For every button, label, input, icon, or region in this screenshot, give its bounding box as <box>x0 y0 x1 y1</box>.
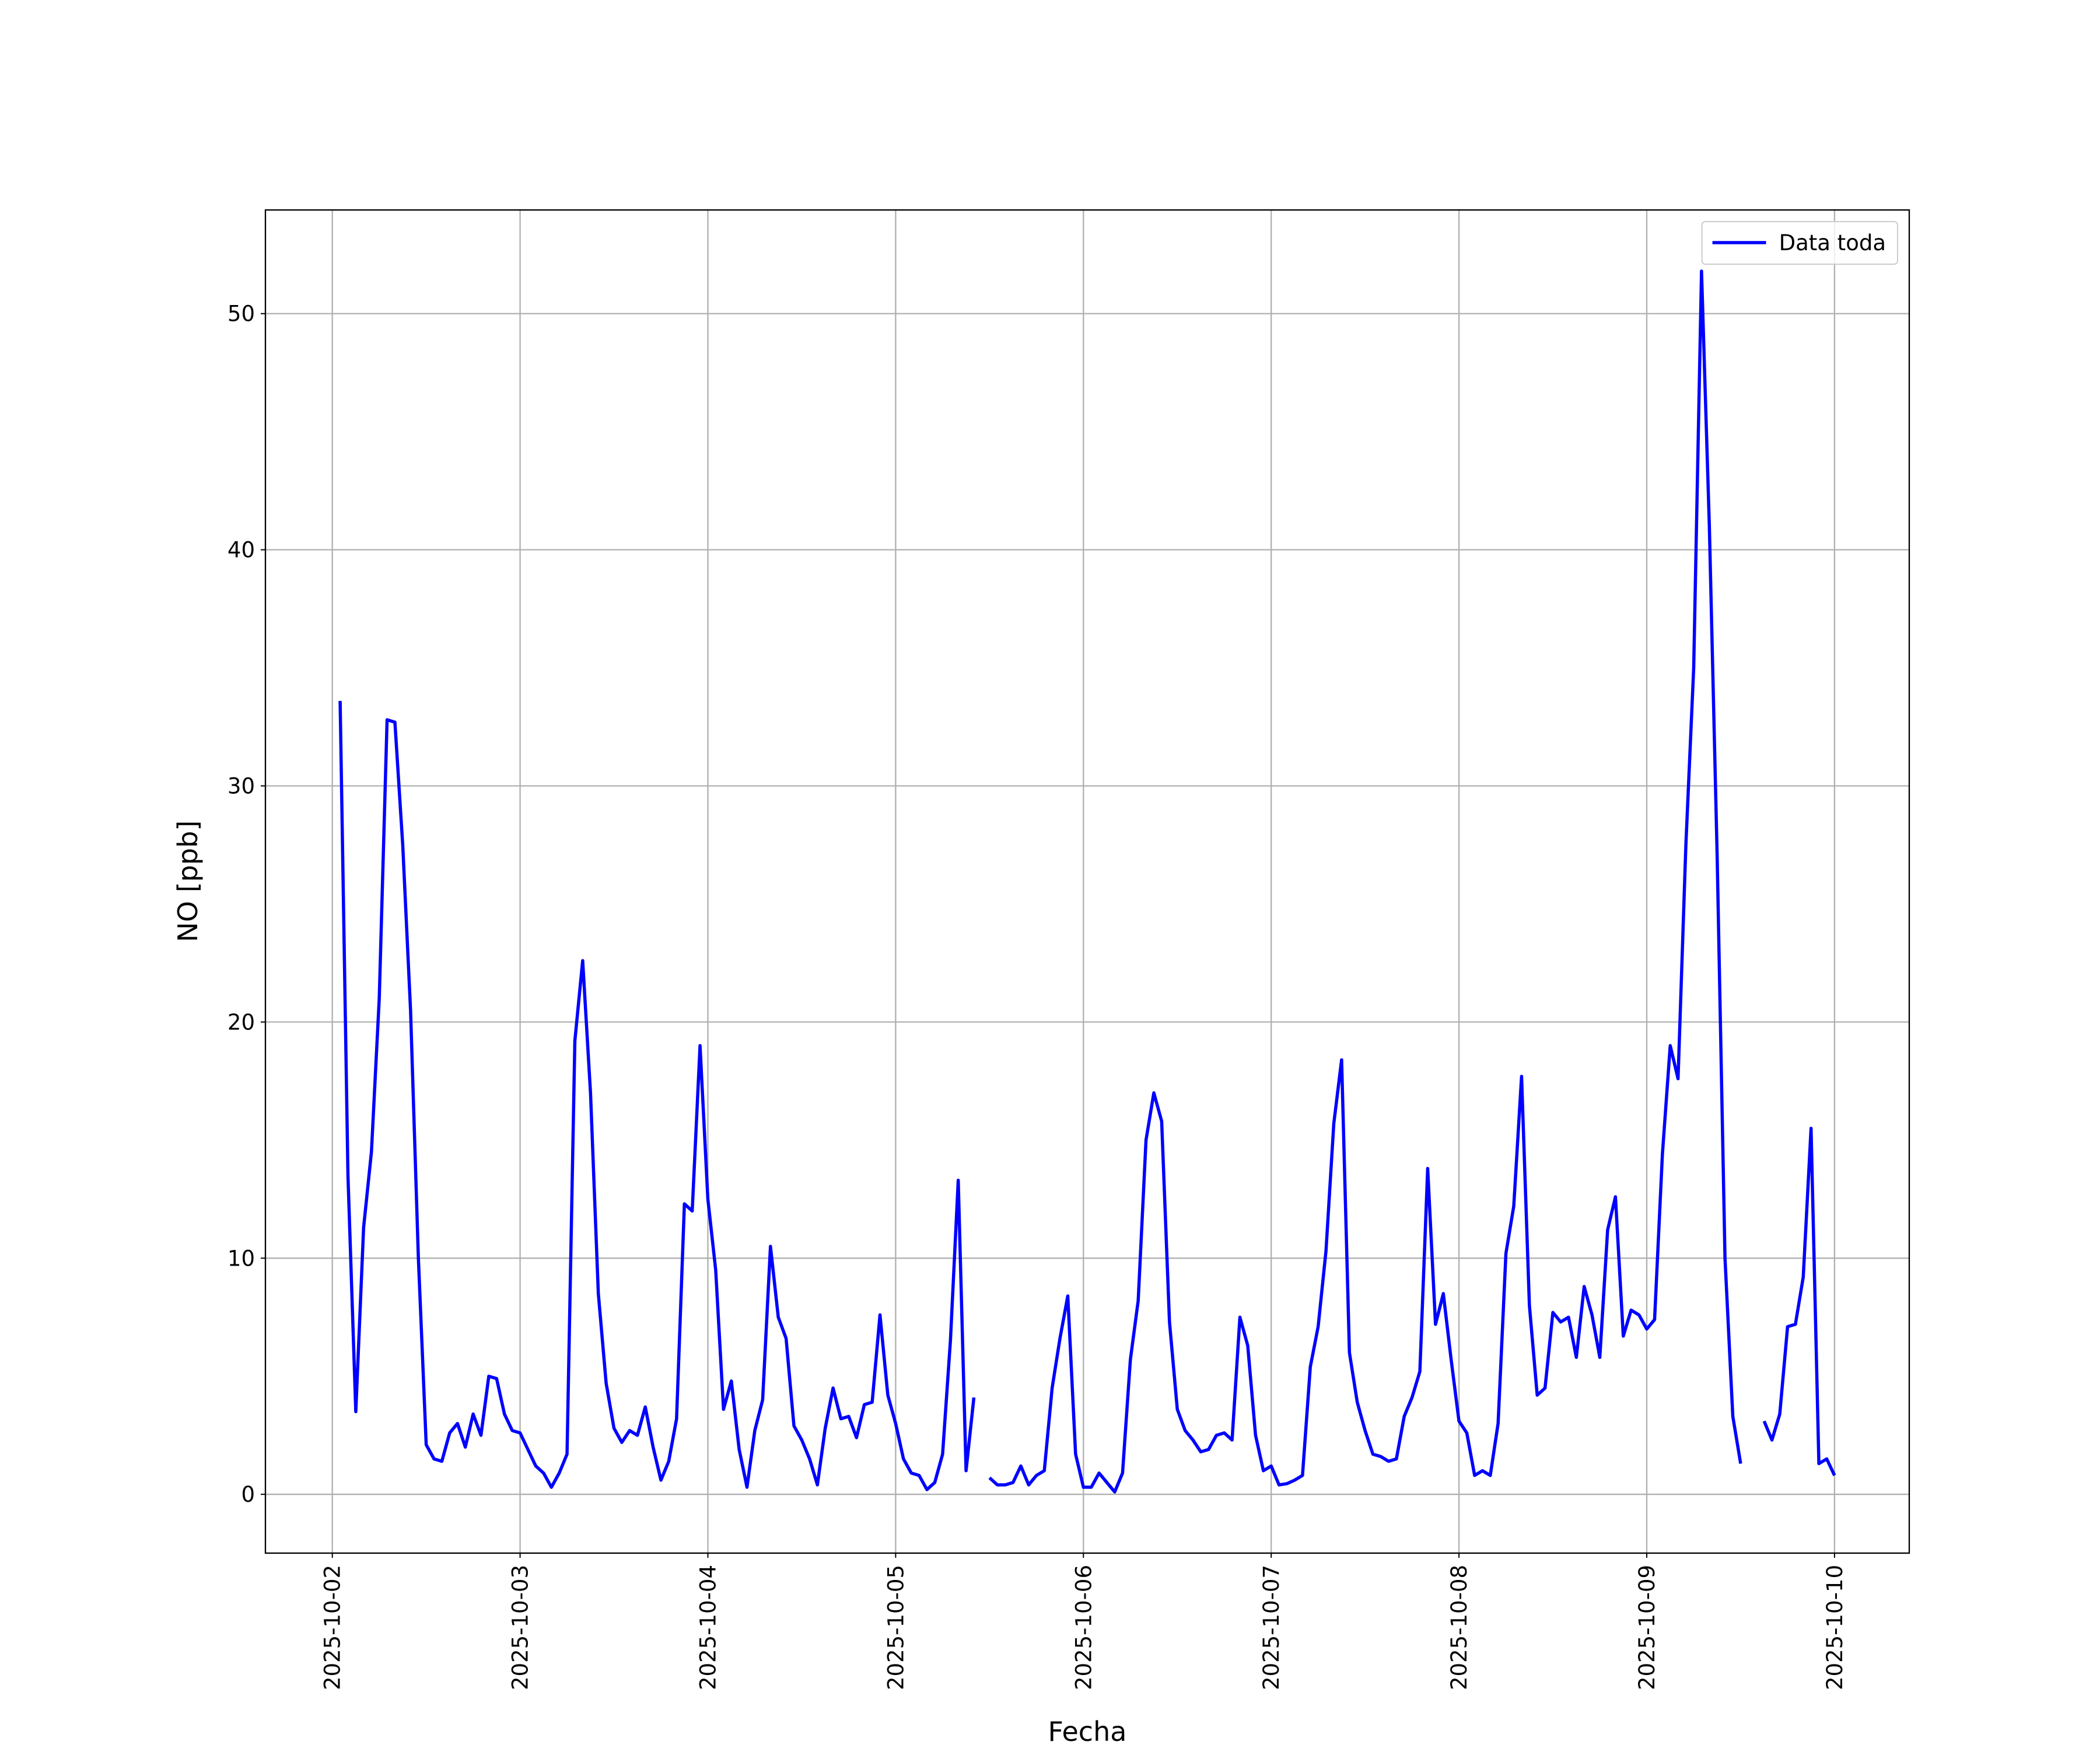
x-tick-label: 2025-10-03 <box>508 1565 533 1690</box>
data-line <box>338 269 1836 1494</box>
x-tick-label: 2025-10-10 <box>1822 1565 1847 1690</box>
x-tick-label: 2025-10-05 <box>883 1565 908 1690</box>
legend-label: Data toda <box>1779 230 1886 255</box>
y-tick-label: 0 <box>241 1482 255 1507</box>
legend-box <box>1701 221 1898 265</box>
y-tick-label: 30 <box>228 774 255 799</box>
y-tick-label: 10 <box>228 1246 255 1271</box>
x-axis-label: Fecha <box>1048 1716 1127 1747</box>
x-tick-label: 2025-10-08 <box>1447 1565 1472 1690</box>
x-tick-label: 2025-10-04 <box>695 1565 720 1690</box>
x-tick-label: 2025-10-06 <box>1071 1565 1096 1690</box>
y-tick-label: 50 <box>228 302 255 327</box>
x-tick-label: 2025-10-09 <box>1634 1565 1660 1690</box>
plot-frame <box>264 209 1910 1554</box>
y-axis-label: NO [ppb] <box>172 821 204 942</box>
y-tick-label: 40 <box>228 538 255 563</box>
x-tick-label: 2025-10-02 <box>320 1565 345 1690</box>
x-tick-label: 2025-10-07 <box>1259 1565 1284 1690</box>
y-tick-label: 20 <box>228 1010 255 1035</box>
